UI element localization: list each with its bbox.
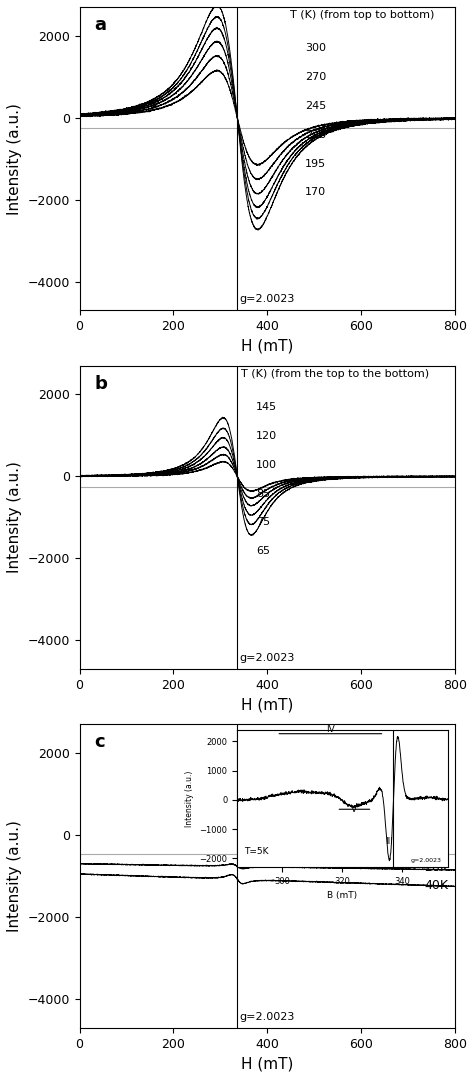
Text: 100: 100 [256, 459, 277, 470]
Text: 220: 220 [305, 129, 326, 140]
Text: c: c [95, 733, 105, 751]
X-axis label: H (mT): H (mT) [241, 1056, 293, 1072]
Text: b: b [95, 375, 108, 392]
Text: 170: 170 [305, 188, 326, 197]
Text: T (K) (from the top to the bottom): T (K) (from the top to the bottom) [241, 369, 429, 378]
Text: 145: 145 [256, 402, 277, 412]
Text: 85: 85 [256, 488, 270, 498]
X-axis label: H (mT): H (mT) [241, 697, 293, 713]
Text: g=2.0023: g=2.0023 [240, 294, 295, 304]
Text: 195: 195 [305, 158, 326, 168]
X-axis label: H (mT): H (mT) [241, 338, 293, 354]
Text: 20K: 20K [424, 860, 448, 873]
Text: 245: 245 [305, 101, 326, 111]
Text: 40K: 40K [424, 879, 448, 892]
Text: a: a [95, 16, 107, 34]
Text: 65: 65 [256, 547, 270, 556]
Y-axis label: Intensity (a.u.): Intensity (a.u.) [7, 461, 22, 573]
Text: g=2.0023: g=2.0023 [240, 1011, 295, 1022]
Text: T (K) (from top to bottom): T (K) (from top to bottom) [290, 10, 434, 20]
Text: 300: 300 [305, 43, 326, 53]
Text: g=2.0023: g=2.0023 [240, 653, 295, 663]
Y-axis label: Intensity (a.u.): Intensity (a.u.) [7, 820, 22, 932]
Text: 75: 75 [256, 517, 270, 527]
Text: 120: 120 [256, 431, 277, 441]
Y-axis label: Intensity (a.u.): Intensity (a.u.) [7, 102, 22, 215]
Text: 270: 270 [305, 72, 326, 82]
